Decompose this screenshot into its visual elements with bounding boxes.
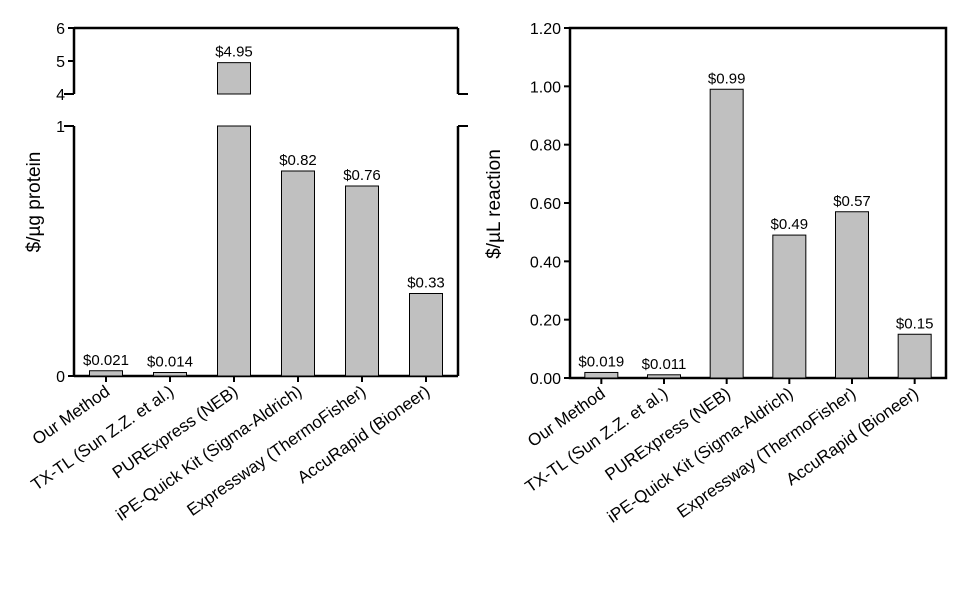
bar [153,372,187,377]
data-label: $4.95 [215,44,253,61]
y-tick-label: 1.00 [530,79,561,96]
chart-reaction-cost: 0.00 0.20 0.40 0.60 0.80 1.00 1.20 $/µL reactio… [484,21,948,527]
data-label: $0.57 [833,193,871,210]
data-label: $0.76 [343,167,381,184]
y-tick-label: 0.60 [530,196,561,213]
data-label: $0.49 [771,216,809,233]
data-label: $0.021 [83,352,129,369]
bar [897,333,932,379]
y-tick-label: 1 [56,119,65,136]
bar [772,234,807,379]
bar [217,125,251,377]
y-tick-label: 1.20 [530,21,561,38]
y-axis-label: $/µL reaction [484,149,505,259]
data-label: $0.82 [279,152,317,169]
plot-frame [568,26,948,380]
y-tick-label: 0.20 [530,313,561,330]
y-tick-label: 4 [56,87,65,104]
y-tick-label: 0.40 [530,254,561,271]
bar [647,374,681,379]
data-label: $0.011 [642,356,687,373]
bar [709,88,744,379]
y-tick-label: 0 [56,369,65,386]
data-label: $0.15 [896,315,934,332]
bar [345,185,379,377]
data-label: $0.019 [578,353,624,370]
bar-upper-segment [217,62,251,95]
data-label: $0.33 [407,275,445,292]
bar [89,370,123,377]
bar [584,371,619,379]
y-tick-label: 0.00 [530,371,561,388]
bar [835,211,869,379]
bar [281,170,315,377]
y-axis-label: $/µg protein [24,152,45,253]
y-tick-label: 0.80 [530,138,561,155]
y-tick-label: 5 [56,54,65,71]
bar [409,293,443,377]
data-label: $0.99 [708,70,746,87]
data-label: $0.014 [147,354,193,371]
y-tick-label: 6 [56,21,65,38]
